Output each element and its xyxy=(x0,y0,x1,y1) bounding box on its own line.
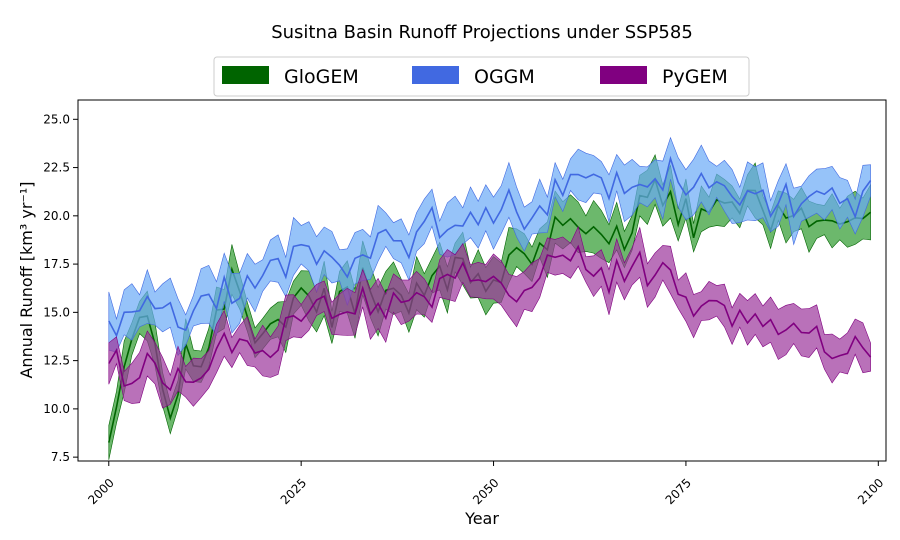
legend-swatch xyxy=(222,66,269,84)
legend-entry-pygem: PyGEM xyxy=(600,66,728,88)
legend-entry-glogem: GloGEM xyxy=(222,66,359,88)
series-oggm xyxy=(108,136,872,357)
x-tick-label: 2075 xyxy=(663,476,694,507)
x-axis: 2000 2025 2050 2075 2100 xyxy=(85,461,886,507)
y-tick-label: 25.0 xyxy=(43,112,70,126)
legend: GloGEM OGGM PyGEM xyxy=(213,56,750,97)
series-layer xyxy=(108,136,872,460)
legend-entries: GloGEM OGGM PyGEM xyxy=(222,66,728,88)
y-tick-label: 12.5 xyxy=(43,354,70,368)
band-pygem xyxy=(108,225,871,409)
line-pygem xyxy=(108,244,872,392)
line-oggm xyxy=(108,155,872,338)
y-axis: 7.5 10.0 12.5 15.0 17.5 20.0 22.5 25.0 xyxy=(43,112,78,464)
x-tick-label: 2050 xyxy=(470,476,501,507)
y-axis-title: Annual Runoff [km³ yr⁻¹] xyxy=(17,181,36,378)
legend-swatch xyxy=(600,66,647,84)
band-oggm xyxy=(108,136,871,357)
x-tick-label: 2025 xyxy=(278,476,309,507)
y-tick-label: 20.0 xyxy=(43,209,70,223)
plot-frame xyxy=(77,99,887,462)
legend-label: OGGM xyxy=(474,66,535,88)
x-axis-title: Year xyxy=(464,509,499,528)
chart-title: Susitna Basin Runoff Projections under S… xyxy=(271,22,693,43)
x-tick-label: 2000 xyxy=(85,476,116,507)
legend-label: PyGEM xyxy=(662,66,728,88)
series-pygem xyxy=(108,225,872,409)
plot-area: 2000 2025 2050 2075 2100 7.5 10.0 12.5 15.0 17.5… xyxy=(43,99,887,507)
y-tick-label: 22.5 xyxy=(43,161,70,175)
y-tick-label: 7.5 xyxy=(51,450,70,464)
y-tick-label: 15.0 xyxy=(43,305,70,319)
y-tick-label: 17.5 xyxy=(43,257,70,271)
x-tick-label: 2100 xyxy=(855,476,886,507)
legend-entry-oggm: OGGM xyxy=(412,66,535,88)
legend-swatch xyxy=(412,66,459,84)
legend-label: GloGEM xyxy=(284,66,359,88)
y-tick-label: 10.0 xyxy=(43,402,70,416)
